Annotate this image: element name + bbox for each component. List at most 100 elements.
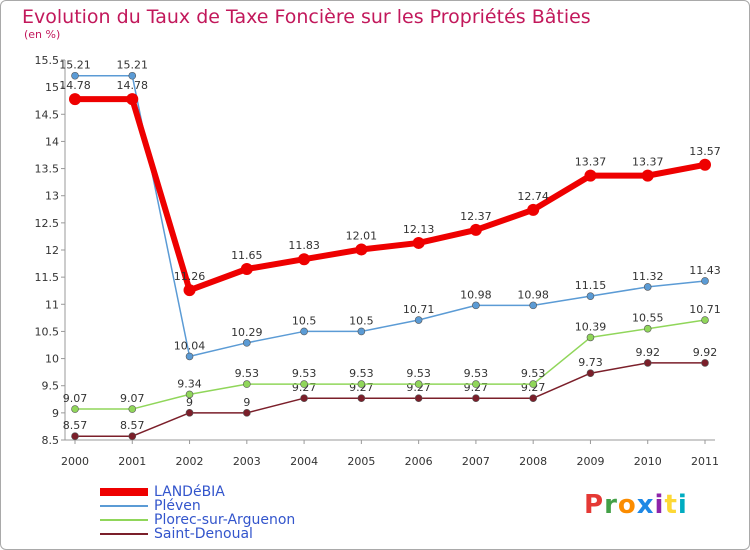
data-point [469,223,482,236]
data-point [128,432,137,441]
data-point [240,263,253,275]
x-tick-label: 2006 [405,455,433,468]
data-point [527,203,540,216]
data-label: 11.32 [632,270,664,283]
data-label: 9.92 [635,346,660,359]
x-tick-label: 2003 [233,455,261,468]
data-label: 10.71 [689,303,721,316]
data-label: 9.53 [349,367,374,380]
logo-letter: P [584,490,605,520]
chart-title: Evolution du Taux de Taxe Foncière sur l… [22,6,591,28]
legend-swatch-pleven [100,505,148,507]
data-point [128,71,137,80]
data-point [586,369,595,378]
y-tick-label: 10.5 [35,325,60,338]
y-tick-label: 14 [45,135,59,148]
y-tick-label: 13 [45,190,59,203]
data-label: 10.39 [575,320,607,333]
data-label: 10.04 [174,339,206,352]
data-label: 12.37 [460,210,492,223]
data-point [414,380,423,388]
data-point [701,277,709,285]
data-label: 10.71 [403,303,435,316]
data-label: 8.57 [63,419,88,432]
data-point [529,301,537,310]
data-label: 9.53 [406,367,431,380]
data-label: 11.83 [288,239,320,252]
y-tick-label: 11.5 [35,271,60,284]
legend-item-plorec: Plorec-sur-Arguenon [100,512,296,528]
data-point [643,359,652,367]
data-point [414,394,423,403]
x-tick-label: 2005 [347,455,375,468]
data-point [69,93,81,106]
series-line [75,362,705,437]
legend-swatch-saint-denoual [100,533,148,535]
data-label: 9.53 [292,367,317,380]
legend-swatch-landebia [100,488,148,496]
y-tick-label: 9.5 [42,380,60,393]
data-point [243,339,251,347]
data-point [529,394,537,403]
legend-label-landebia: LANDéBIA [154,484,225,500]
data-label: 12.13 [403,223,435,236]
legend-label-plorec: Plorec-sur-Arguenon [154,512,296,528]
data-point [71,71,79,80]
y-tick-label: 11 [45,298,59,311]
data-point [300,394,308,403]
data-label: 13.37 [575,156,607,169]
x-tick-label: 2007 [462,455,490,468]
legend-label-saint-denoual: Saint-Denoual [154,526,253,542]
data-label: 9.07 [63,392,88,405]
data-point [183,284,196,297]
data-point [300,327,308,336]
data-point [71,405,79,413]
data-point [357,380,366,388]
data-label: 14.78 [117,79,149,92]
data-point [128,405,137,413]
data-point [641,169,654,182]
x-tick-label: 2000 [61,455,89,468]
data-point [529,380,537,388]
x-tick-label: 2002 [176,455,204,468]
y-tick-label: 15 [45,81,59,94]
data-label: 9.34 [177,377,202,390]
logo-letter: r [604,490,618,520]
unit-label: (en %) [24,28,61,41]
data-label: 11.43 [689,264,721,277]
y-tick-label: 12 [45,244,59,257]
data-label: 9.53 [521,367,546,380]
data-label: 9 [186,396,193,409]
data-point [357,327,366,336]
data-label: 10.5 [349,314,374,327]
data-label: 10.55 [632,312,664,325]
data-label: 9 [243,396,250,409]
legend-swatch-plorec [100,519,148,521]
data-point [185,409,194,417]
data-point [414,316,423,324]
series-line [75,319,706,410]
legend: LANDéBIA Pléven Plorec-sur-Arguenon Sain… [100,484,296,542]
x-tick-label: 2010 [634,455,662,468]
data-point [185,352,194,361]
data-point [472,394,480,403]
data-label: 14.78 [59,79,91,92]
logo-letter: o [617,490,637,520]
data-label: 9.73 [578,356,603,369]
data-label: 10.98 [517,288,549,301]
x-tick-label: 2004 [290,455,318,468]
data-label: 9.53 [235,367,260,380]
data-point [586,292,595,300]
data-label: 12.74 [517,190,549,203]
data-point [185,390,194,399]
y-tick-label: 8.5 [42,434,60,447]
data-point [472,301,480,310]
data-point [643,283,652,291]
data-label: 12.01 [346,229,378,242]
data-point [701,316,709,324]
legend-item-saint-denoual: Saint-Denoual [100,526,295,542]
logo-letter: x [636,490,655,520]
data-label: 15.21 [59,59,91,72]
data-point [355,243,368,256]
